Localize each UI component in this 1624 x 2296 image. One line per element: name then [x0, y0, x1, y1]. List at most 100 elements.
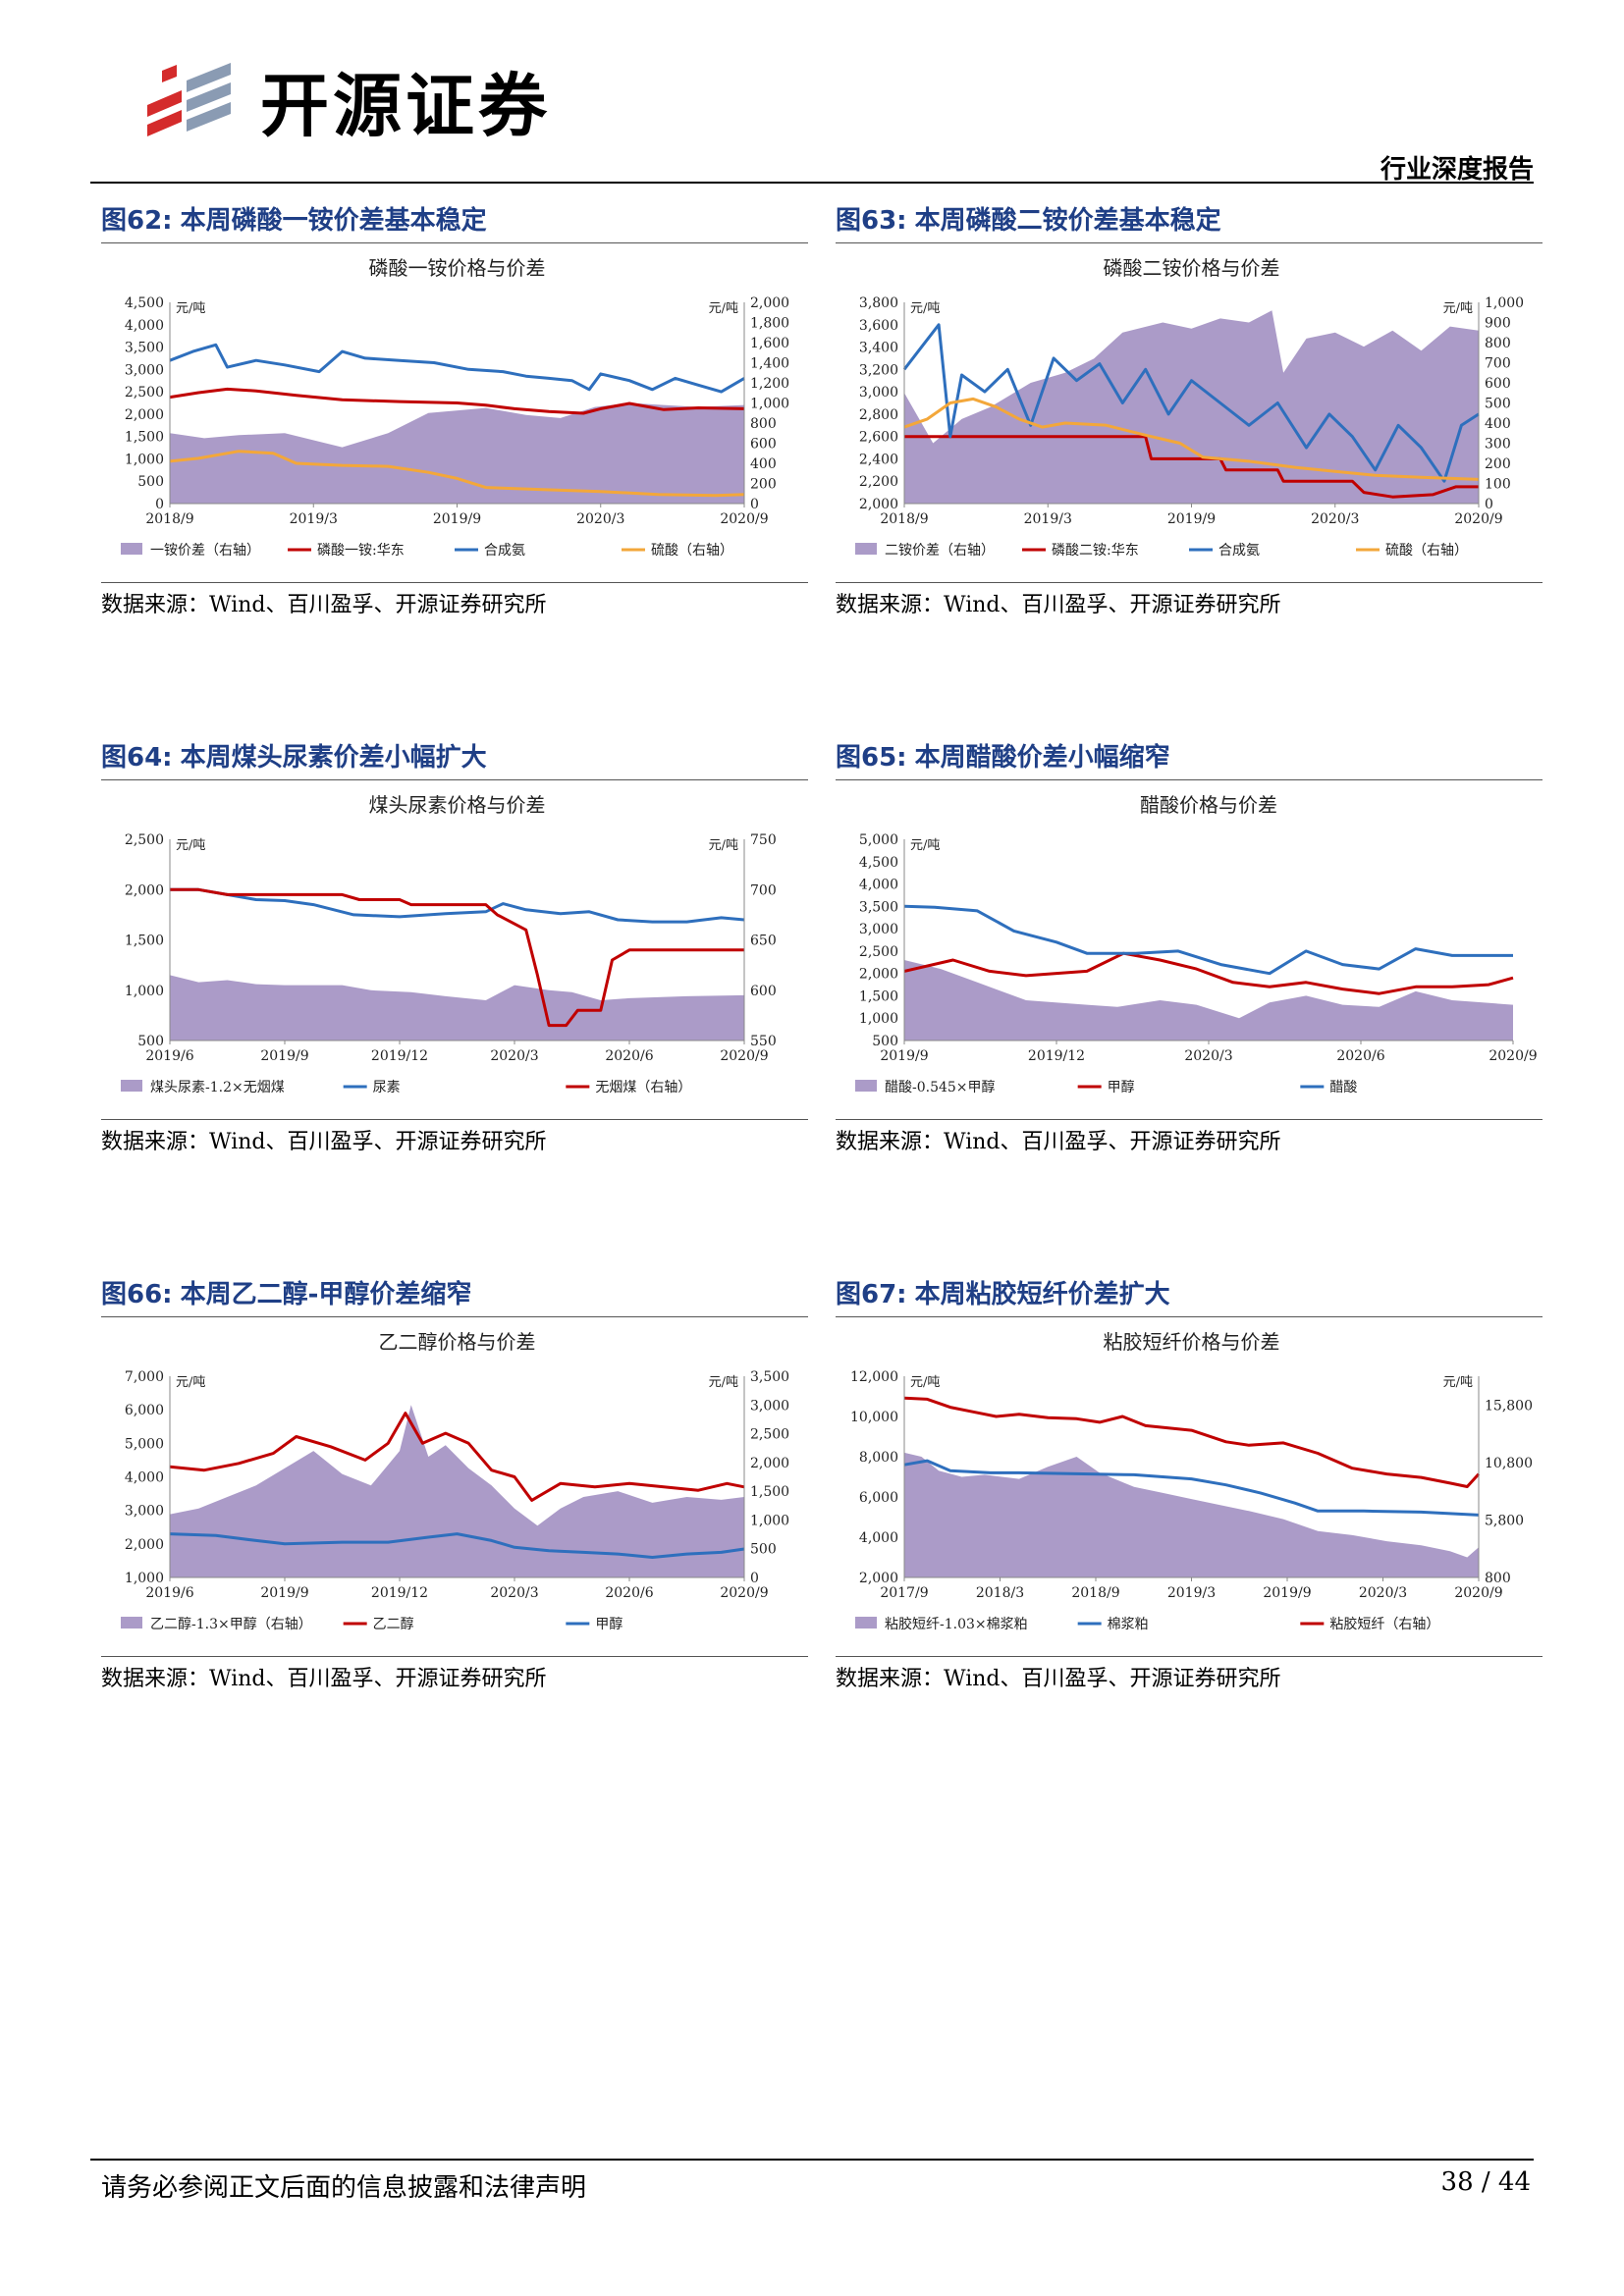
- y-tick-label: 600: [1485, 376, 1511, 392]
- legend-label: 醋酸: [1329, 1080, 1357, 1095]
- y-tick-label: 750: [750, 832, 777, 848]
- x-tick-label: 2018/9: [1071, 1585, 1119, 1601]
- y-tick-label: 2,200: [859, 474, 898, 490]
- y-tick-label: 5,800: [1485, 1513, 1524, 1528]
- series-line: [903, 1396, 1481, 1488]
- y-tick-label: 7,000: [125, 1369, 164, 1385]
- x-tick-label: 2019/12: [1028, 1048, 1085, 1064]
- series-line: [903, 904, 1513, 976]
- footer-divider: [90, 2159, 1534, 2161]
- series-line: [169, 343, 745, 394]
- y-tick-label: 2,600: [859, 430, 898, 446]
- x-tick-label: 2018/3: [976, 1585, 1024, 1601]
- y-tick-label: 2,800: [859, 407, 898, 423]
- x-tick-label: 2019/9: [260, 1585, 308, 1601]
- figure-label: 图63:: [836, 206, 907, 236]
- figure-source: 数据来源：Wind、百川盈孚、开源证券研究所: [101, 1119, 808, 1165]
- y-tick-label: 4,500: [125, 295, 164, 311]
- figure-caption: 本周粘胶短纤价差扩大: [914, 1280, 1170, 1309]
- y-tick-label: 2,000: [750, 295, 789, 311]
- unit-left: 元/吨: [176, 1375, 205, 1390]
- y-tick-label: 500: [872, 1034, 898, 1049]
- y-tick-label: 500: [750, 1542, 777, 1558]
- series-line: [169, 1532, 745, 1559]
- figure-65: 图65: 本周醋酸价差小幅缩窄 醋酸价格与价差 500 1,000 1,500 2,000…: [836, 736, 1543, 1165]
- legend-label: 二铵价差（右轴）: [885, 543, 995, 559]
- legend-label: 甲醇: [1108, 1079, 1135, 1095]
- x-tick-label: 2020/9: [1454, 511, 1502, 527]
- y-tick-label: 100: [1485, 477, 1511, 493]
- chart-svg: 醋酸价格与价差 500 1,000 1,500 2,000 2,500 3,000 3,500…: [855, 793, 1538, 1095]
- figure-63: 图63: 本周磷酸二铵价差基本稳定 磷酸二铵价格与价差 2,000 2,200 2,40…: [836, 199, 1543, 628]
- figure-title: 图64: 本周煤头尿素价差小幅扩大: [101, 736, 808, 780]
- x-tick-label: 2020/3: [490, 1048, 538, 1064]
- legend-label: 棉浆粕: [1108, 1616, 1149, 1632]
- y-tick-label: 2,000: [859, 1571, 898, 1586]
- x-tick-label: 2019/3: [290, 511, 338, 527]
- logo-mark-icon: [147, 63, 231, 136]
- chart-title: 粘胶短纤价格与价差: [1104, 1330, 1280, 1354]
- y-tick-label: 0: [750, 497, 759, 512]
- y-tick-label: 1,500: [750, 1484, 789, 1500]
- y-tick-label: 1,000: [125, 452, 164, 467]
- x-tick-label: 2019/9: [1167, 511, 1216, 527]
- y-tick-label: 2,000: [125, 407, 164, 423]
- x-tick-label: 2019/9: [433, 511, 481, 527]
- y-tick-label: 200: [1485, 456, 1511, 472]
- chart-title: 煤头尿素价格与价差: [369, 793, 546, 817]
- y-tick-label: 4,000: [125, 318, 164, 334]
- chart-svg: 磷酸二铵价格与价差 2,000 2,200 2,400 2,600 2,800 3,000 3…: [855, 256, 1524, 559]
- chart-65: 醋酸价格与价差 500 1,000 1,500 2,000 2,500 3,000 3,500…: [836, 780, 1543, 1119]
- legend-label: 甲醇: [595, 1616, 623, 1632]
- x-tick-label: 2020/3: [1184, 1048, 1232, 1064]
- y-tick-label: 3,000: [859, 922, 898, 937]
- y-tick-label: 1,500: [125, 430, 164, 446]
- legend-label: 磷酸一铵:华东: [317, 543, 405, 559]
- figure-66: 图66: 本周乙二醇-甲醇价差缩窄 乙二醇价格与价差 1,000 2,000 3,000…: [101, 1273, 808, 1702]
- figure-62: 图62: 本周磷酸一铵价差基本稳定 磷酸一铵价格与价差 0 500 1,000 1,500…: [101, 199, 808, 628]
- y-tick-label: 700: [750, 882, 777, 898]
- y-tick-label: 1,000: [750, 1513, 789, 1528]
- y-tick-label: 600: [750, 984, 777, 999]
- unit-left: 元/吨: [910, 1375, 940, 1390]
- y-tick-label: 1,400: [750, 356, 789, 372]
- figure-label: 图66:: [101, 1280, 173, 1309]
- y-tick-label: 0: [750, 1571, 759, 1586]
- y-tick-label: 400: [750, 456, 777, 472]
- figure-label: 图64:: [101, 743, 173, 773]
- y-tick-label: 900: [1485, 316, 1511, 332]
- y-tick-label: 12,000: [850, 1369, 898, 1385]
- series-area: [904, 960, 1513, 1041]
- series-line: [904, 435, 1479, 499]
- y-tick-label: 6,000: [859, 1490, 898, 1506]
- unit-left: 元/吨: [910, 301, 940, 316]
- y-tick-label: 5,000: [125, 1436, 164, 1452]
- y-tick-label: 1,000: [750, 397, 789, 412]
- series-line: [902, 323, 1480, 483]
- y-tick-label: 600: [750, 437, 777, 453]
- legend-label: 醋酸-0.545×甲醇: [885, 1079, 996, 1095]
- y-tick-label: 800: [750, 416, 777, 432]
- unit-right: 元/吨: [1443, 1375, 1473, 1390]
- unit-right: 元/吨: [1443, 301, 1473, 316]
- chart-title: 乙二醇价格与价差: [379, 1330, 536, 1354]
- series-line: [170, 887, 744, 1028]
- chart-64: 煤头尿素价格与价差 500 1,000 1,500 2,000 2,500 550 600 65…: [101, 780, 808, 1119]
- y-tick-label: 3,500: [125, 341, 164, 356]
- x-tick-label: 2020/3: [490, 1585, 538, 1601]
- y-tick-label: 3,000: [125, 1504, 164, 1520]
- x-tick-label: 2019/12: [371, 1048, 428, 1064]
- chart-title: 磷酸一铵价格与价差: [369, 256, 546, 280]
- legend-swatch: [121, 1080, 142, 1092]
- x-tick-label: 2019/3: [1167, 1585, 1216, 1601]
- x-tick-label: 2017/9: [880, 1585, 928, 1601]
- page-number: 38 / 44: [1440, 2167, 1531, 2197]
- unit-left: 元/吨: [176, 301, 205, 316]
- legend-swatch: [855, 543, 877, 555]
- chart-svg: 粘胶短纤价格与价差 2,000 4,000 6,000 8,000 10,000 12,00…: [850, 1330, 1533, 1632]
- y-tick-label: 1,200: [750, 376, 789, 392]
- series-line: [169, 387, 745, 415]
- x-tick-label: 2019/6: [145, 1585, 193, 1601]
- x-tick-label: 2018/9: [145, 511, 193, 527]
- y-tick-label: 3,000: [859, 385, 898, 400]
